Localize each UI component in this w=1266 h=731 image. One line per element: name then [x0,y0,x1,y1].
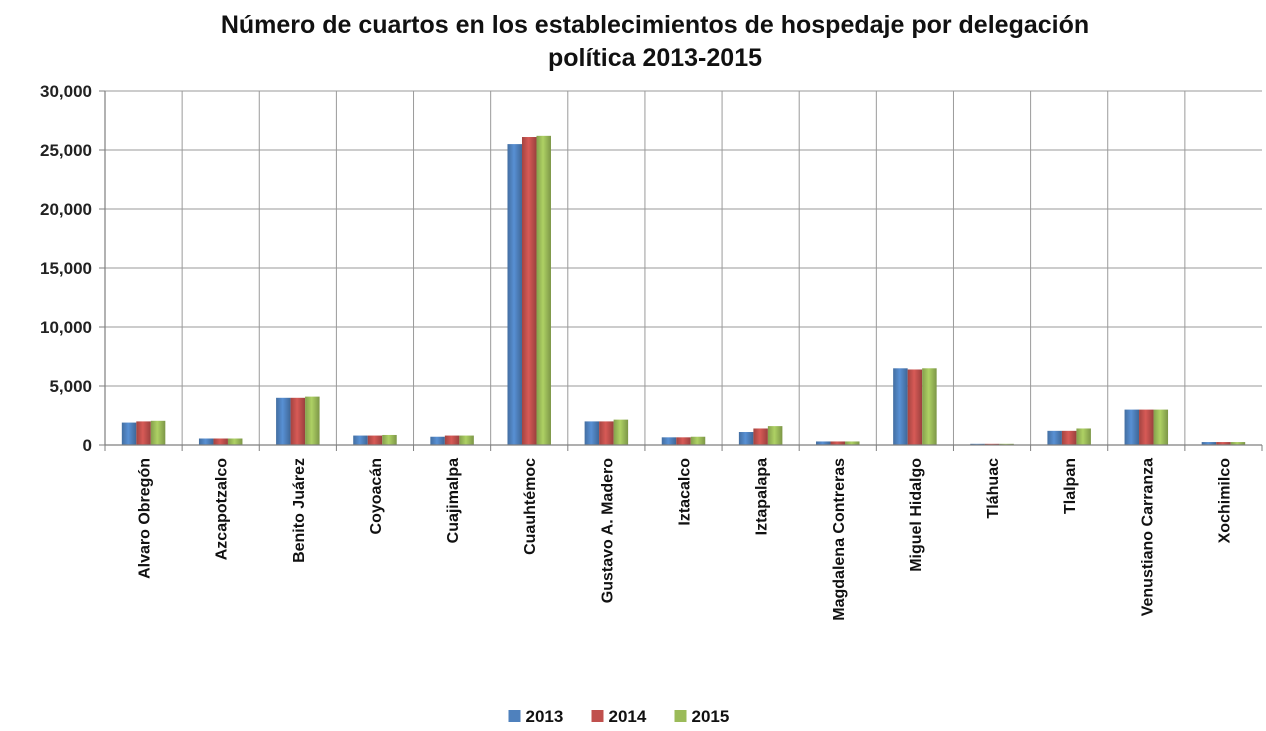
bar-2014 [830,441,846,445]
bar-2014 [521,137,537,445]
bar-2015 [150,420,166,445]
y-tick-label: 25,000 [40,141,92,160]
bar-2013 [661,437,677,445]
bar-2015 [459,435,474,445]
y-axis-tick-labels: 0 5,000 10,000 15,000 20,000 25,000 30,000 [40,82,92,455]
bar-2013 [1047,430,1062,445]
bar-2014 [753,428,768,445]
bar-2013 [1201,442,1217,445]
bar-2014 [367,435,383,445]
bar-2014 [444,435,460,445]
y-tick-label: 0 [83,436,92,455]
legend: 2013 2014 2015 [508,707,730,726]
bar-2014 [1061,430,1077,445]
chart-title-line: política 2013-2015 [548,44,762,72]
bar-2014 [907,369,923,445]
bar-2013 [1124,409,1140,445]
x-tick-label: Alvaro Obregón [137,458,154,579]
bar-2013 [738,432,754,445]
axes [99,90,1263,451]
gridlines [105,90,1262,445]
bar-2014 [136,421,151,445]
bar-2015 [1230,442,1246,445]
bar-2015 [1153,409,1169,445]
x-axis-tick-labels: Alvaro Obregón Azcapotzalco Benito Juárez C… [137,458,1234,621]
x-tick-label: Coyoacán [368,458,385,534]
y-tick-label: 20,000 [40,200,92,219]
bar-2015 [845,441,860,445]
y-tick-label: 15,000 [40,259,92,278]
bar-2015 [690,436,706,445]
chart-title: Número de cuartos en los establecimiento… [221,11,1089,72]
bar-2015 [1076,428,1091,445]
bar-2014 [676,437,691,445]
x-tick-label: Miguel Hidalgo [908,458,925,572]
chart-title-line: Número de cuartos en los establecimiento… [221,11,1089,39]
bar-2014 [290,397,306,445]
x-tick-label: Venustiano Carranza [1139,458,1156,616]
x-tick-label: Tláhuac [985,458,1002,519]
legend-swatch-2013 [508,710,521,722]
x-tick-label: Xochimilco [1216,458,1233,544]
bar-2014 [213,438,228,445]
y-tick-label: 30,000 [40,82,92,101]
x-tick-label: Iztacalco [677,458,694,526]
x-tick-label: Azcapotzalco [214,458,231,560]
bar-2015 [382,434,397,445]
bar-2013 [353,435,368,445]
bar-2013 [893,368,908,445]
x-tick-label: Gustavo A. Madero [599,458,616,603]
x-tick-label: Magdalena Contreras [831,458,848,621]
bar-2013 [430,436,445,445]
y-tick-label: 10,000 [40,318,92,337]
x-tick-label: Benito Juárez [291,458,308,563]
x-tick-label: Cuajimalpa [445,458,462,543]
bar-2013 [276,397,291,445]
bar-2013 [584,421,600,445]
bar-2014 [599,421,614,445]
bars [121,135,1246,445]
x-tick-label: Tlalpan [1062,458,1079,514]
bar-2015 [227,438,243,445]
bar-2013 [198,438,214,445]
bar-2013 [121,422,137,445]
bar-2014 [1216,442,1231,445]
bar-2015 [767,426,783,445]
legend-label: 2015 [692,707,730,726]
legend-label: 2013 [526,707,564,726]
legend-label: 2014 [609,707,647,726]
x-tick-label: Cuauhtémoc [522,458,539,555]
bar-2015 [536,135,551,445]
y-tick-label: 5,000 [49,377,92,396]
bar-2013 [816,441,831,445]
bar-2015 [922,368,937,445]
bar-2013 [507,144,522,445]
x-tick-label: Iztapalapa [754,458,771,535]
legend-swatch-2015 [674,710,687,722]
bar-2015 [305,396,320,445]
bar-2015 [613,419,629,445]
legend-swatch-2014 [591,710,604,722]
bar-2014 [1139,409,1154,445]
